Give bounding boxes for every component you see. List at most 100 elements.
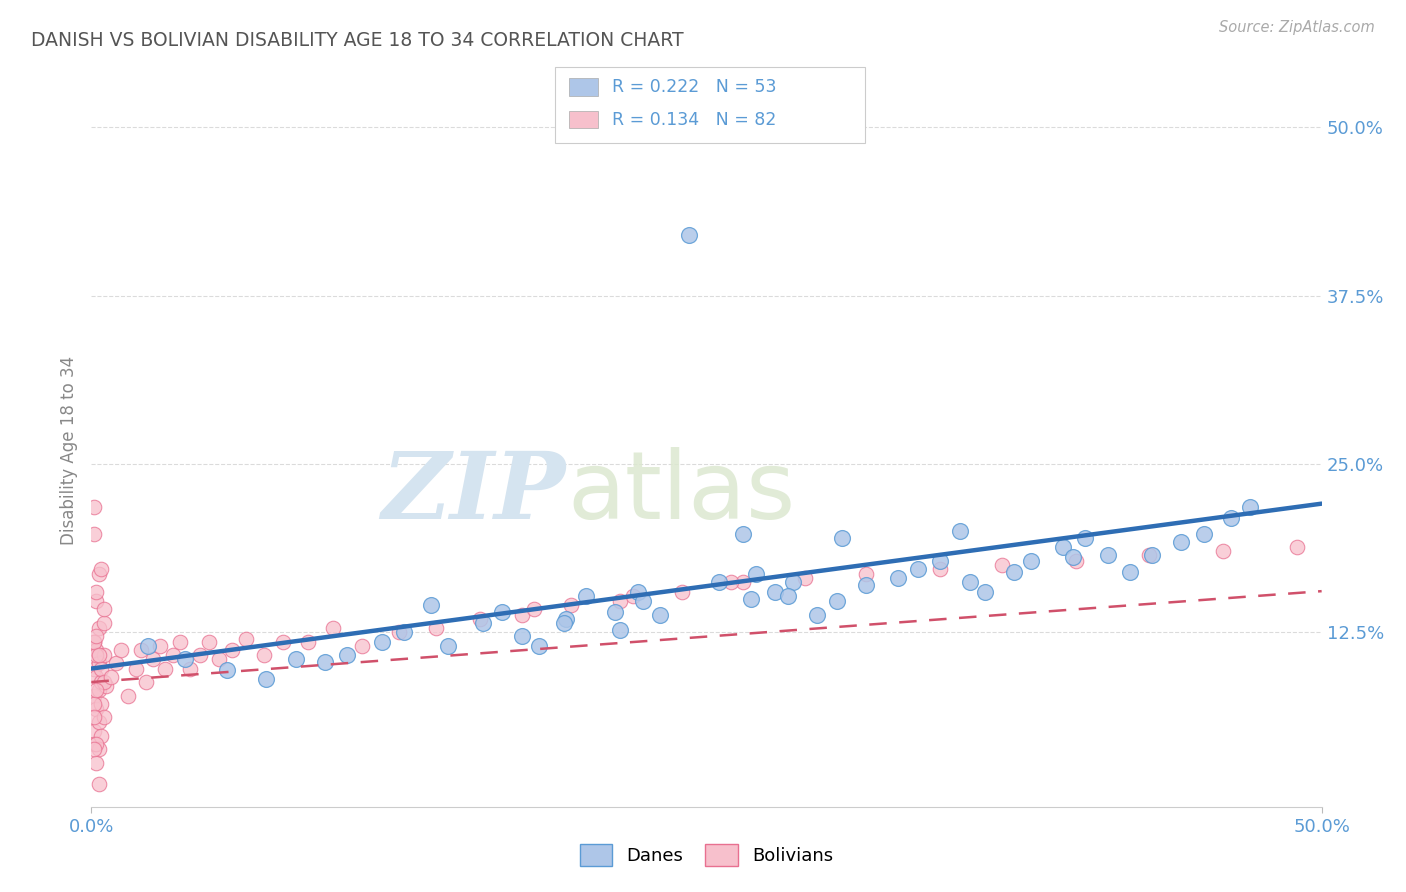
Point — [605, 605, 627, 619]
Point — [855, 567, 877, 582]
Text: ZIP: ZIP — [381, 449, 565, 538]
Point — [648, 607, 671, 622]
Point — [491, 605, 513, 619]
Point — [87, 742, 110, 756]
Point — [929, 562, 952, 576]
Point — [90, 675, 112, 690]
Point — [87, 567, 110, 582]
Point — [671, 584, 693, 599]
Point — [990, 558, 1012, 572]
Point — [93, 675, 115, 690]
Point — [825, 594, 848, 608]
Point — [83, 697, 105, 711]
Point — [765, 584, 787, 599]
Point — [129, 642, 152, 657]
Point — [907, 562, 929, 576]
Point — [626, 584, 648, 599]
Point — [1052, 541, 1074, 555]
Text: atlas: atlas — [568, 447, 796, 540]
Text: DANISH VS BOLIVIAN DISABILITY AGE 18 TO 34 CORRELATION CHART: DANISH VS BOLIVIAN DISABILITY AGE 18 TO … — [31, 31, 683, 50]
Point — [83, 742, 105, 756]
Point — [733, 575, 755, 590]
Point — [105, 656, 127, 670]
Point — [83, 689, 105, 703]
Point — [678, 227, 700, 242]
Point — [90, 562, 112, 576]
Point — [83, 737, 105, 751]
Point — [336, 648, 359, 662]
Point — [740, 591, 762, 606]
Point — [523, 602, 546, 616]
Point — [83, 723, 105, 738]
Point — [419, 599, 441, 613]
Point — [83, 634, 105, 648]
Point — [284, 652, 307, 666]
Point — [83, 634, 105, 648]
Point — [86, 584, 108, 599]
Point — [1192, 527, 1215, 541]
Point — [425, 621, 447, 635]
Point — [87, 648, 110, 662]
Point — [527, 639, 550, 653]
Point — [707, 575, 730, 590]
Point — [153, 662, 177, 676]
Point — [887, 571, 910, 585]
Point — [793, 571, 815, 585]
Point — [510, 629, 533, 643]
Point — [1139, 549, 1161, 563]
Point — [86, 648, 108, 662]
Point — [221, 642, 243, 657]
Point — [93, 615, 115, 630]
Text: R = 0.134   N = 82: R = 0.134 N = 82 — [612, 111, 776, 128]
Point — [253, 648, 276, 662]
Point — [86, 702, 108, 716]
Point — [86, 594, 108, 608]
Point — [575, 589, 598, 603]
Point — [959, 575, 981, 590]
Point — [110, 642, 132, 657]
Point — [297, 634, 319, 648]
Point — [208, 652, 231, 666]
Point — [87, 715, 110, 730]
Point — [510, 607, 533, 622]
Point — [1021, 554, 1043, 568]
Point — [135, 675, 156, 690]
Point — [733, 527, 755, 541]
Point — [87, 656, 110, 670]
Point — [86, 683, 108, 698]
Point — [83, 527, 105, 541]
Point — [83, 500, 105, 514]
Point — [188, 648, 211, 662]
Point — [174, 652, 197, 666]
Point — [468, 612, 492, 626]
Point — [83, 662, 105, 676]
Point — [831, 531, 853, 545]
Point — [90, 729, 112, 743]
Point — [314, 655, 336, 669]
Point — [235, 632, 257, 646]
Legend: Danes, Bolivians: Danes, Bolivians — [572, 837, 841, 873]
Point — [271, 634, 295, 648]
Point — [1170, 535, 1192, 549]
Point — [855, 578, 877, 592]
Point — [560, 599, 582, 613]
Point — [198, 634, 221, 648]
Point — [1002, 565, 1025, 579]
Point — [555, 612, 578, 626]
Point — [1219, 510, 1241, 524]
Point — [124, 662, 146, 676]
Point — [86, 756, 108, 770]
Point — [90, 662, 112, 676]
Point — [1140, 549, 1163, 563]
Point — [90, 697, 112, 711]
Point — [149, 639, 172, 653]
Point — [471, 615, 494, 630]
Point — [553, 615, 575, 630]
Point — [93, 602, 115, 616]
Point — [86, 670, 108, 684]
Point — [776, 589, 799, 603]
Point — [352, 639, 374, 653]
Point — [162, 648, 184, 662]
Point — [96, 679, 117, 693]
Point — [392, 625, 415, 640]
